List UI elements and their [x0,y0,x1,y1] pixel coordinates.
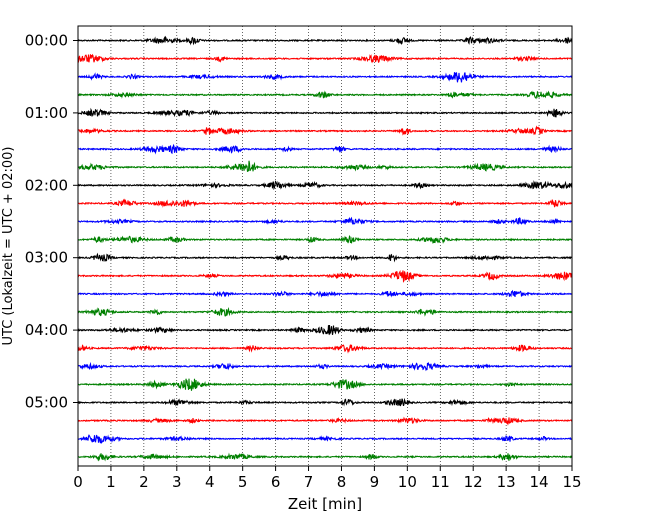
trace-03:00 [77,252,573,263]
trace-04:15 [77,344,573,354]
trace-02:15 [77,198,573,208]
trace-05:30 [77,434,573,444]
trace-04:45 [77,378,573,391]
trace-05:15 [77,416,573,426]
trace-00:30 [77,72,573,83]
trace-01:45 [77,160,573,172]
trace-02:45 [77,235,573,244]
x-tick-label: 1 [106,473,116,491]
trace-01:00 [77,107,573,118]
y-tick-label: 02:00 [25,176,68,194]
trace-03:30 [77,289,573,298]
trace-03:15 [77,269,573,283]
grid-lines [110,26,540,466]
x-tick-label: 10 [398,473,417,491]
x-tick-label: 15 [562,473,581,491]
y-tick-label: 00:00 [25,32,68,50]
x-tick-label: 14 [530,473,549,491]
x-tick-label: 5 [238,473,248,491]
x-tick-label: 7 [304,473,314,491]
x-tick-label: 11 [431,473,450,491]
x-axis-label: Zeit [min] [288,495,362,513]
trace-00:15 [77,53,573,64]
x-tick-label: 8 [337,473,347,491]
trace-01:30 [77,143,573,155]
trace-05:00 [77,397,573,407]
x-tick-label: 6 [271,473,281,491]
x-tick-label: 3 [172,473,182,491]
x-tick-label: 4 [205,473,215,491]
y-tick-label: 01:00 [25,104,68,122]
trace-04:30 [77,361,573,372]
y-axis-label: UTC (Lokalzeit = UTC + 02:00) [1,147,16,346]
trace-01:15 [77,125,572,136]
trace-00:45 [77,90,573,100]
y-tick-label: 04:00 [25,321,68,339]
trace-03:45 [77,307,573,317]
x-tick-label: 12 [464,473,483,491]
x-tick-label: 0 [73,473,83,491]
trace-00:00 [77,35,573,46]
trace-02:00 [77,180,573,191]
x-tick-label: 13 [497,473,516,491]
trace-05:45 [77,452,573,462]
plot-frame [77,25,573,467]
trace-04:00 [77,325,573,336]
x-tick-label: 9 [370,473,380,491]
x-tick-label: 2 [139,473,149,491]
y-tick-label: 03:00 [25,249,68,267]
traces [77,35,573,462]
trace-02:30 [77,216,573,226]
y-tick-label: 05:00 [25,394,68,412]
